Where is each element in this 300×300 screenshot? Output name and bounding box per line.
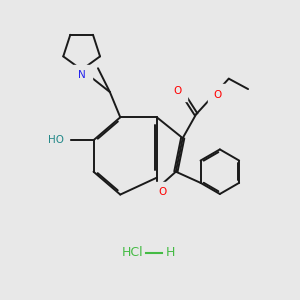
Text: N: N	[78, 70, 86, 80]
Text: O: O	[158, 187, 166, 197]
Text: H: H	[166, 246, 176, 259]
Text: HO: HO	[48, 135, 64, 145]
Text: O: O	[214, 90, 222, 100]
Text: HCl: HCl	[122, 246, 143, 259]
Text: O: O	[173, 85, 182, 96]
